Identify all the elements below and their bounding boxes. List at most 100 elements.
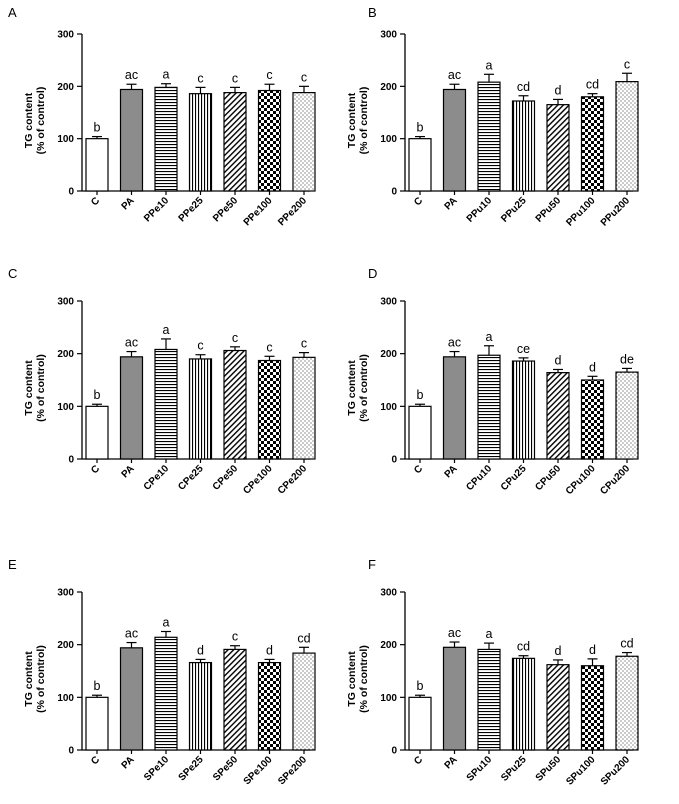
panel-letter: C — [8, 266, 17, 281]
bar-ppe25 — [188, 93, 213, 192]
category-label: SPe10 — [142, 754, 171, 783]
y-axis-title-line1: TG content — [346, 651, 358, 707]
y-tick-label: 0 — [391, 455, 397, 466]
bar-spu10 — [477, 648, 501, 751]
category-label: C — [412, 195, 425, 208]
category-label: C — [89, 463, 102, 476]
y-tick-label: 300 — [57, 588, 74, 599]
y-tick-label: 300 — [57, 30, 74, 41]
y-tick-label: 300 — [57, 297, 74, 308]
y-tick-label: 0 — [68, 455, 74, 466]
bar-ppe10 — [154, 86, 178, 192]
y-axis-title-line2: (% of control) — [35, 645, 47, 713]
panel-letter: B — [368, 5, 377, 20]
y-tick-label: 200 — [57, 349, 74, 360]
bar-ppe100 — [257, 89, 282, 192]
significance-label: ce — [517, 342, 530, 356]
bar-ppu100 — [580, 96, 605, 192]
category-label: PA — [120, 463, 137, 480]
category-label: PPu25 — [499, 195, 529, 225]
bar-pa — [442, 646, 467, 751]
bar-spu25 — [511, 657, 536, 751]
category-label: C — [412, 463, 425, 476]
category-label: SPu25 — [499, 754, 529, 784]
bar-spu50 — [546, 664, 570, 751]
significance-label: cd — [297, 631, 310, 645]
significance-label: cd — [517, 640, 530, 654]
category-label: SPu10 — [465, 754, 495, 784]
category-label: SPe100 — [242, 754, 275, 787]
bar-spe200 — [292, 652, 316, 751]
panel-letter: E — [8, 557, 17, 572]
panel-c: C 0 100 200 300 TG content (% of control) b Cac P… — [8, 266, 316, 497]
category-label: PA — [443, 754, 460, 771]
panel-f: F 0 100 200 300 TG content (% of control) b Cac P… — [346, 557, 639, 788]
bar-ppe50 — [223, 92, 247, 192]
category-label: SPu100 — [564, 754, 598, 788]
y-axis-title-line2: (% of control) — [358, 645, 370, 713]
significance-label: d — [555, 83, 562, 97]
significance-label: a — [163, 68, 170, 82]
significance-label: a — [486, 58, 493, 72]
bar-spe100 — [257, 661, 282, 751]
category-label: CPe200 — [276, 463, 310, 497]
significance-label: d — [197, 643, 204, 657]
category-label: PPu100 — [564, 195, 598, 229]
bar-ppe200 — [292, 92, 316, 192]
significance-label: c — [232, 630, 238, 644]
y-tick-label: 200 — [57, 82, 74, 93]
significance-label: ac — [125, 336, 138, 350]
category-label: PA — [120, 754, 137, 771]
bar-cpu10 — [477, 354, 501, 460]
y-tick-label: 200 — [380, 349, 397, 360]
significance-label: b — [417, 388, 424, 402]
y-axis-title-line1: TG content — [23, 360, 35, 416]
category-label: PPe10 — [142, 195, 171, 224]
significance-label: ac — [448, 626, 461, 640]
y-axis-title-line2: (% of control) — [35, 354, 47, 422]
panel-d: D 0 100 200 300 TG content (% of control) b Cac P… — [346, 266, 639, 497]
category-label: CPe25 — [176, 463, 206, 493]
y-tick-label: 100 — [380, 134, 397, 145]
significance-label: c — [232, 331, 238, 345]
panel-letter: A — [8, 5, 17, 20]
significance-label: ac — [448, 68, 461, 82]
significance-label: d — [555, 644, 562, 658]
significance-label: c — [624, 57, 630, 71]
y-axis-title-line1: TG content — [346, 360, 358, 416]
bar-cpe200 — [292, 356, 316, 460]
y-tick-label: 300 — [380, 297, 397, 308]
significance-label: b — [94, 679, 101, 693]
bar-spe25 — [188, 661, 213, 751]
y-tick-label: 200 — [57, 640, 74, 651]
category-label: PPe100 — [242, 195, 275, 228]
category-label: CPu10 — [464, 463, 494, 493]
bar-pa — [442, 88, 467, 192]
category-label: C — [89, 195, 102, 208]
bar-pa — [119, 356, 144, 460]
y-axis-title-line2: (% of control) — [358, 87, 370, 155]
significance-label: d — [589, 643, 596, 657]
y-tick-label: 200 — [380, 82, 397, 93]
bar-pa — [119, 88, 144, 192]
bar-ppu25 — [511, 100, 536, 192]
category-label: PPu200 — [599, 195, 633, 229]
y-tick-label: 0 — [391, 187, 397, 198]
y-tick-label: 300 — [380, 588, 397, 599]
category-label: PPe25 — [177, 195, 206, 224]
y-tick-label: 100 — [57, 134, 74, 145]
y-tick-label: 100 — [57, 693, 74, 704]
bar-cpe50 — [223, 349, 247, 460]
category-label: SPe200 — [276, 754, 309, 787]
bar-c — [85, 405, 109, 460]
significance-label: d — [589, 360, 596, 374]
y-tick-label: 100 — [57, 402, 74, 413]
significance-label: b — [94, 388, 101, 402]
y-axis-title-line1: TG content — [346, 92, 358, 148]
significance-label: ac — [448, 336, 461, 350]
category-label: CPe50 — [211, 463, 241, 493]
bar-spu200 — [615, 655, 639, 751]
category-label: SPe50 — [211, 754, 240, 783]
bar-c — [408, 696, 432, 751]
